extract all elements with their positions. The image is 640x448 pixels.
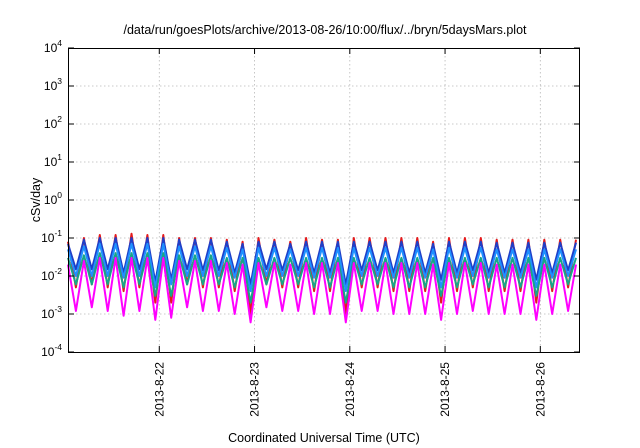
x-tick-label: 2013-8-26 xyxy=(533,362,547,417)
series-layer xyxy=(67,232,577,324)
y-tick-label: 102 xyxy=(44,114,62,131)
y-tick-label: 10-2 xyxy=(41,266,62,283)
y-tick-label: 10-4 xyxy=(41,342,62,359)
y-tick-label: 10-1 xyxy=(41,228,62,245)
x-axis-label: Coordinated Universal Time (UTC) xyxy=(228,431,420,445)
y-axis-label: cSv/day xyxy=(29,177,43,222)
x-tick-labels: 2013-8-22 2013-8-23 2013-8-24 2013-8-25 2013… xyxy=(152,362,547,417)
y-tick-label: 103 xyxy=(44,76,62,93)
x-tick-label: 2013-8-24 xyxy=(343,362,357,417)
y-tick-label: 10-3 xyxy=(41,304,62,321)
x-tick-label: 2013-8-22 xyxy=(152,362,166,417)
x-tick-label: 2013-8-25 xyxy=(438,362,452,417)
series-line-4 xyxy=(67,252,577,304)
series-line-2 xyxy=(67,237,577,286)
y-tick-label: 104 xyxy=(44,38,62,55)
series-line-5 xyxy=(67,256,577,324)
series-line-3 xyxy=(67,242,577,293)
y-tick-label: 100 xyxy=(44,190,62,207)
y-tick-labels: 10-4 10-3 10-2 10-1 100 101 102 103 104 xyxy=(41,38,62,359)
y-tick-label: 101 xyxy=(44,152,62,169)
chart-title: /data/run/goesPlots/archive/2013-08-26/1… xyxy=(123,23,527,37)
x-tick-label: 2013-8-23 xyxy=(248,362,262,417)
axis-ticks xyxy=(68,47,580,353)
